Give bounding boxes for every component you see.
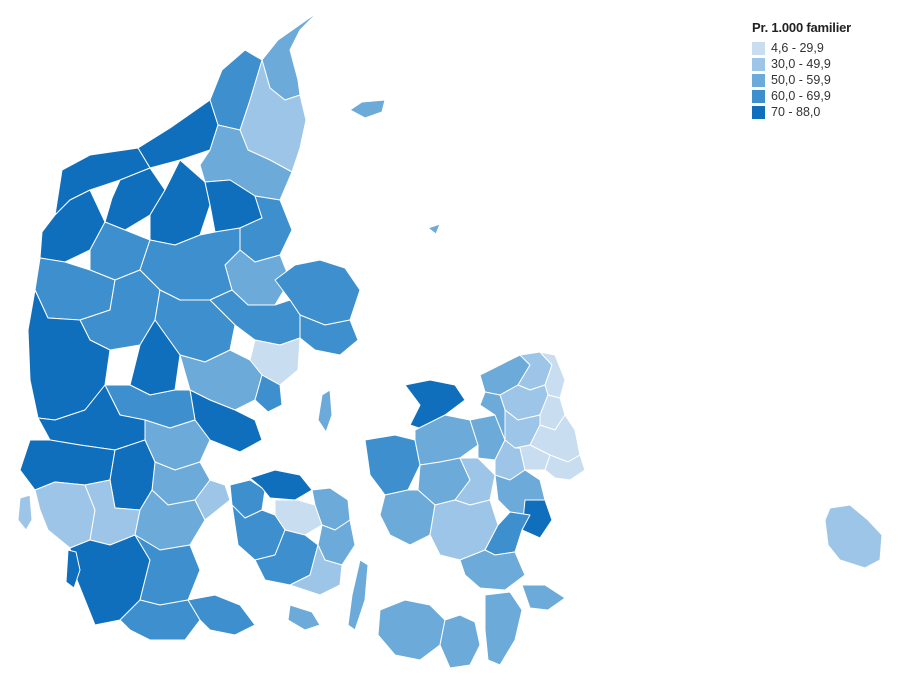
legend-label: 60,0 - 69,9 <box>771 89 831 103</box>
region-slagelse <box>379 489 436 546</box>
region-fredericia <box>194 479 231 521</box>
region-skive <box>149 159 211 246</box>
legend-item: 50,0 - 59,9 <box>752 72 892 88</box>
region-mon <box>521 584 566 611</box>
region-vendsyssel-north <box>261 11 319 101</box>
legend-title: Pr. 1.000 familier <box>752 20 852 35</box>
region-fano <box>65 549 81 589</box>
region-bornholm <box>824 504 883 569</box>
region-lolland-east <box>439 614 481 669</box>
legend-item: 70 - 88,0 <box>752 104 892 120</box>
region-langeland <box>347 559 369 631</box>
legend-swatch <box>752 57 765 71</box>
region-anholt <box>427 223 441 235</box>
region-aero <box>287 604 321 631</box>
region-nordfyn <box>249 469 313 501</box>
region-lolland-west <box>377 599 446 661</box>
region-sonderborg <box>187 594 256 636</box>
legend-swatch <box>752 41 765 55</box>
legend: Pr. 1.000 familier 4,6 - 29,9 30,0 - 49,… <box>752 20 892 120</box>
region-norddjurs <box>299 314 359 356</box>
legend-label: 50,0 - 59,9 <box>771 73 831 87</box>
region-aabenraa <box>119 599 201 641</box>
legend-label: 30,0 - 49,9 <box>771 57 831 71</box>
region-naestved <box>429 499 499 561</box>
legend-swatch <box>752 105 765 119</box>
region-vordingborg <box>459 549 526 591</box>
region-copenhagen <box>544 454 586 481</box>
region-odder <box>254 374 283 413</box>
region-romo <box>17 494 33 531</box>
region-samso <box>317 389 333 433</box>
region-laeso <box>349 99 386 119</box>
region-falster <box>484 591 523 666</box>
region-kalundborg <box>364 434 421 496</box>
legend-item: 30,0 - 49,9 <box>752 56 892 72</box>
region-svendborg <box>289 544 343 596</box>
legend-swatch <box>752 89 765 103</box>
legend-item: 60,0 - 69,9 <box>752 88 892 104</box>
legend-label: 4,6 - 29,9 <box>771 41 824 55</box>
region-esbjerg <box>34 481 96 549</box>
legend-label: 70 - 88,0 <box>771 105 821 119</box>
legend-swatch <box>752 73 765 87</box>
legend-item: 4,6 - 29,9 <box>752 40 892 56</box>
